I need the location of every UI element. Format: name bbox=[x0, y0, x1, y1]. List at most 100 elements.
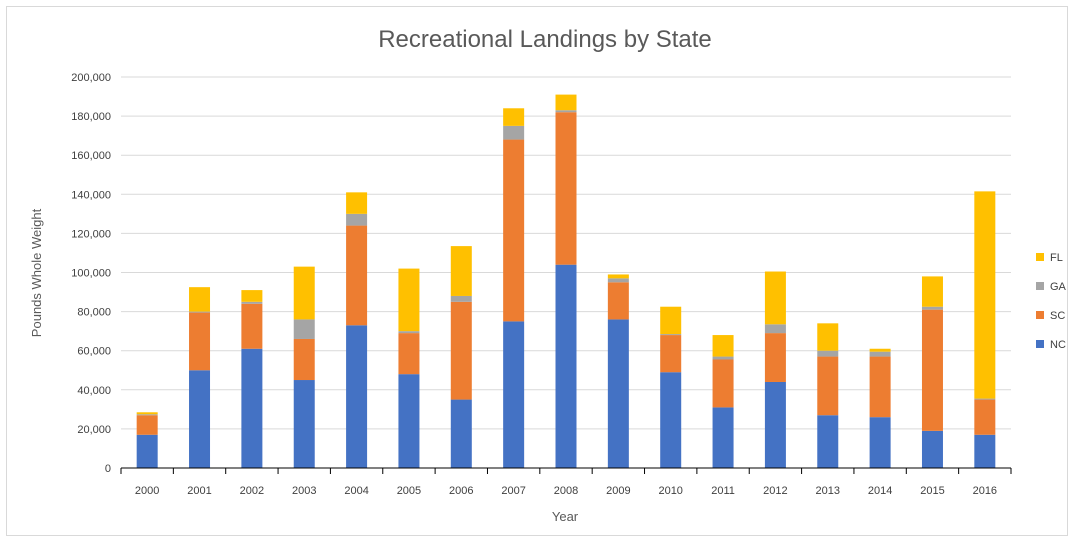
x-tick-label: 2001 bbox=[187, 485, 211, 497]
bar-ga-2013 bbox=[817, 350, 839, 357]
bar-fl-2008 bbox=[555, 94, 577, 111]
bar-nc-2014 bbox=[869, 417, 891, 468]
bar-nc-2004 bbox=[346, 325, 368, 468]
legend-swatch-sc bbox=[1036, 311, 1044, 319]
bar-ga-2009 bbox=[607, 278, 629, 283]
bar-ga-2007 bbox=[503, 125, 525, 140]
bar-ga-2003 bbox=[293, 319, 315, 339]
bar-sc-2003 bbox=[293, 338, 315, 381]
stacked-bar-chart: Recreational Landings by State 0 20,000 40… bbox=[29, 26, 1067, 524]
bar-sc-2007 bbox=[503, 139, 525, 322]
bar-nc-2012 bbox=[764, 381, 786, 468]
bar-sc-2014 bbox=[869, 356, 891, 418]
chart-frame: Recreational Landings by State 0 20,000 40… bbox=[6, 6, 1068, 536]
bar-nc-2005 bbox=[398, 374, 420, 468]
bar-fl-2005 bbox=[398, 268, 420, 332]
bar-ga-2005 bbox=[398, 331, 420, 334]
x-tick-label: 2015 bbox=[920, 485, 944, 497]
x-tick-label: 2008 bbox=[554, 485, 578, 497]
bar-nc-2008 bbox=[555, 264, 577, 468]
x-tick-label: 2004 bbox=[344, 485, 368, 497]
x-tick-label: 2003 bbox=[292, 485, 316, 497]
x-tick-label: 2006 bbox=[449, 485, 473, 497]
x-tick-label: 2016 bbox=[973, 485, 997, 497]
bar-nc-2002 bbox=[241, 348, 263, 468]
bar-nc-2001 bbox=[189, 370, 211, 468]
legend-swatch-ga bbox=[1036, 282, 1044, 290]
bar-ga-2000 bbox=[136, 414, 158, 416]
bar-ga-2001 bbox=[189, 311, 211, 313]
bar-ga-2012 bbox=[764, 324, 786, 334]
bar-sc-2010 bbox=[660, 335, 682, 373]
bar-nc-2015 bbox=[921, 430, 943, 468]
legend: FL GA SC NC bbox=[1036, 252, 1067, 351]
bar-sc-2002 bbox=[241, 303, 263, 349]
x-tick-label: 2005 bbox=[397, 485, 421, 497]
y-tick-label: 80,000 bbox=[77, 307, 111, 319]
bar-ga-2015 bbox=[921, 306, 943, 310]
bar-nc-2016 bbox=[974, 434, 996, 468]
bar-fl-2011 bbox=[712, 335, 734, 357]
x-tick-label: 2011 bbox=[711, 485, 735, 497]
y-tick-label: 180,000 bbox=[71, 111, 111, 123]
x-tick-label: 2014 bbox=[868, 485, 892, 497]
bar-fl-2000 bbox=[136, 412, 158, 415]
legend-label-ga: GA bbox=[1050, 281, 1067, 293]
bar-ga-2004 bbox=[346, 213, 368, 226]
y-tick-label: 120,000 bbox=[71, 228, 111, 240]
bar-ga-2002 bbox=[241, 301, 263, 304]
bar-sc-2005 bbox=[398, 333, 420, 375]
bar-sc-2000 bbox=[136, 415, 158, 435]
bar-nc-2003 bbox=[293, 380, 315, 468]
bar-sc-2015 bbox=[921, 309, 943, 431]
bar-fl-2009 bbox=[607, 274, 629, 279]
bar-fl-2016 bbox=[974, 191, 996, 399]
x-tick-label: 2010 bbox=[658, 485, 682, 497]
bar-sc-2013 bbox=[817, 356, 839, 416]
bar-sc-2009 bbox=[607, 282, 629, 320]
bar-ga-2014 bbox=[869, 351, 891, 357]
legend-swatch-nc bbox=[1036, 340, 1044, 348]
bar-sc-2001 bbox=[189, 312, 211, 371]
x-tick-label: 2009 bbox=[606, 485, 630, 497]
y-tick-label: 40,000 bbox=[77, 385, 111, 397]
bar-fl-2003 bbox=[293, 266, 315, 320]
legend-label-nc: NC bbox=[1050, 339, 1066, 351]
bar-sc-2011 bbox=[712, 359, 734, 408]
bar-fl-2006 bbox=[450, 246, 472, 296]
bar-ga-2010 bbox=[660, 334, 682, 336]
y-tick-label: 140,000 bbox=[71, 189, 111, 201]
x-tick-label: 2000 bbox=[135, 485, 159, 497]
bar-sc-2008 bbox=[555, 112, 577, 265]
bar-nc-2000 bbox=[136, 434, 158, 468]
bar-fl-2004 bbox=[346, 192, 368, 214]
x-axis-title: Year bbox=[552, 509, 579, 524]
bar-ga-2011 bbox=[712, 356, 734, 360]
x-tick-label: 2013 bbox=[816, 485, 840, 497]
bar-nc-2010 bbox=[660, 372, 682, 468]
bar-ga-2016 bbox=[974, 398, 996, 400]
bar-fl-2010 bbox=[660, 306, 682, 335]
bar-sc-2012 bbox=[764, 333, 786, 382]
bars bbox=[136, 94, 996, 468]
bar-nc-2013 bbox=[817, 415, 839, 468]
bar-sc-2006 bbox=[450, 301, 472, 400]
bar-nc-2009 bbox=[607, 319, 629, 468]
bar-nc-2007 bbox=[503, 321, 525, 468]
bar-fl-2014 bbox=[869, 348, 891, 352]
y-tick-label: 100,000 bbox=[71, 268, 111, 280]
y-axis-title: Pounds Whole Weight bbox=[29, 208, 44, 337]
bar-fl-2007 bbox=[503, 108, 525, 126]
bar-nc-2006 bbox=[450, 399, 472, 468]
legend-label-fl: FL bbox=[1050, 252, 1063, 264]
bar-sc-2004 bbox=[346, 225, 368, 326]
bar-fl-2001 bbox=[189, 287, 211, 312]
bar-fl-2002 bbox=[241, 290, 263, 302]
bar-fl-2012 bbox=[764, 271, 786, 325]
y-tick-label: 20,000 bbox=[77, 424, 111, 436]
y-tick-label: 160,000 bbox=[71, 150, 111, 162]
x-tick-label: 2012 bbox=[763, 485, 787, 497]
y-tick-label: 200,000 bbox=[71, 72, 111, 84]
legend-swatch-fl bbox=[1036, 253, 1044, 261]
bar-fl-2015 bbox=[921, 276, 943, 307]
